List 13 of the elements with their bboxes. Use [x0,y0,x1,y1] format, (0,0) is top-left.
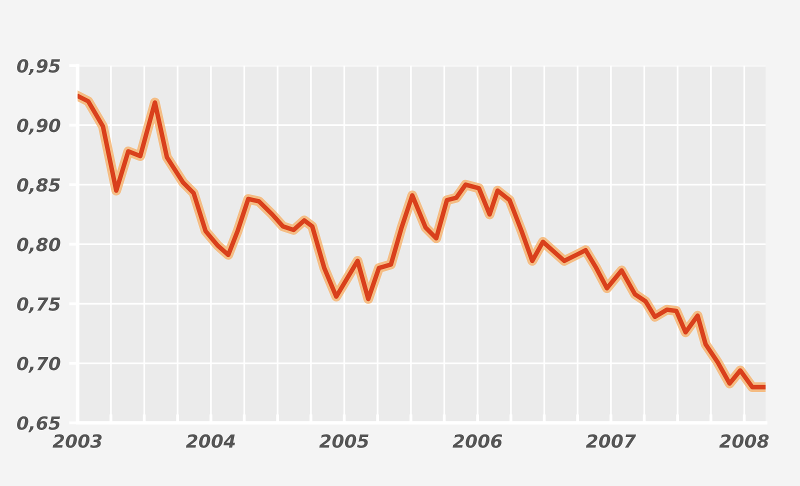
y-tick-label: 0,80 [17,238,60,254]
y-tick-label: 0,90 [17,118,60,135]
x-tick-label: 2005 [319,434,368,448]
x-tick-label: 2003 [52,434,102,448]
y-tick-label: 0,95 [17,59,60,76]
y-tick-label: 0,70 [17,356,60,373]
x-tick-label: 2008 [719,434,769,448]
y-tick-label: 0,85 [17,178,60,194]
y-tick-label: 0,65 [17,416,60,432]
y-tick-label: 0,75 [17,297,60,314]
x-tick-label: 2007 [586,434,636,448]
x-tick-label: 2006 [452,434,502,448]
x-tick-label: 2004 [186,434,235,448]
